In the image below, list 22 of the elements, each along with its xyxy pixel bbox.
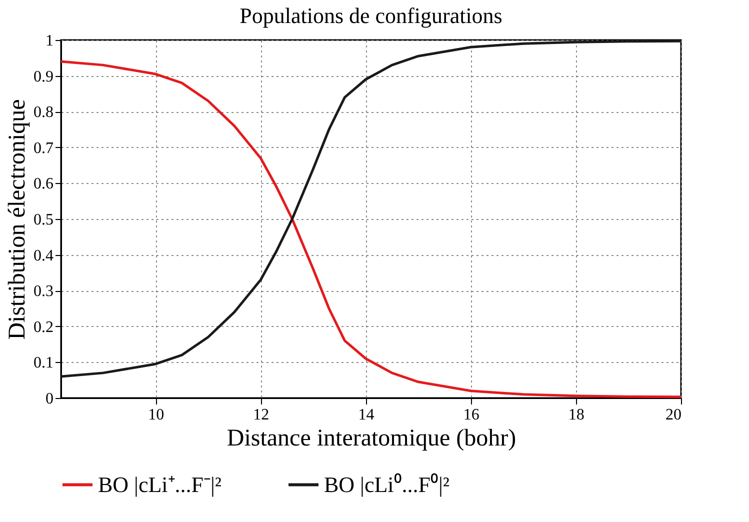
x-tick-label: 18 xyxy=(568,406,584,424)
x-axis-title: Distance interatomique (bohr) xyxy=(226,426,516,452)
y-tick-label: 0.6 xyxy=(34,176,54,193)
y-tick-label: 0.8 xyxy=(34,104,54,122)
x-tick-label: 12 xyxy=(253,406,270,424)
legend-label: BO |cLi⁰...F⁰|² xyxy=(324,472,450,497)
y-tick-label: 0.7 xyxy=(34,140,54,157)
y-tick-label: 0 xyxy=(46,390,54,408)
y-tick-label: 0.1 xyxy=(34,354,54,372)
y-tick-label: 0.2 xyxy=(34,318,54,336)
y-axis-title: Distribution électronique xyxy=(4,99,30,340)
x-tick-label: 20 xyxy=(666,406,682,424)
y-tick-label: 0.3 xyxy=(34,283,54,300)
chart-title: Populations de configurations xyxy=(240,3,502,28)
y-tick-label: 0.5 xyxy=(34,212,54,228)
x-tick-label: 16 xyxy=(463,406,480,424)
x-tick-label: 14 xyxy=(358,406,374,424)
y-tick-label: 0.9 xyxy=(34,68,54,86)
y-tick-label: 1 xyxy=(46,32,54,50)
x-tick-label: 10 xyxy=(148,406,164,424)
legend-label: BO |cLi⁺...F⁻|² xyxy=(98,472,222,497)
y-tick-label: 0.4 xyxy=(34,247,54,264)
